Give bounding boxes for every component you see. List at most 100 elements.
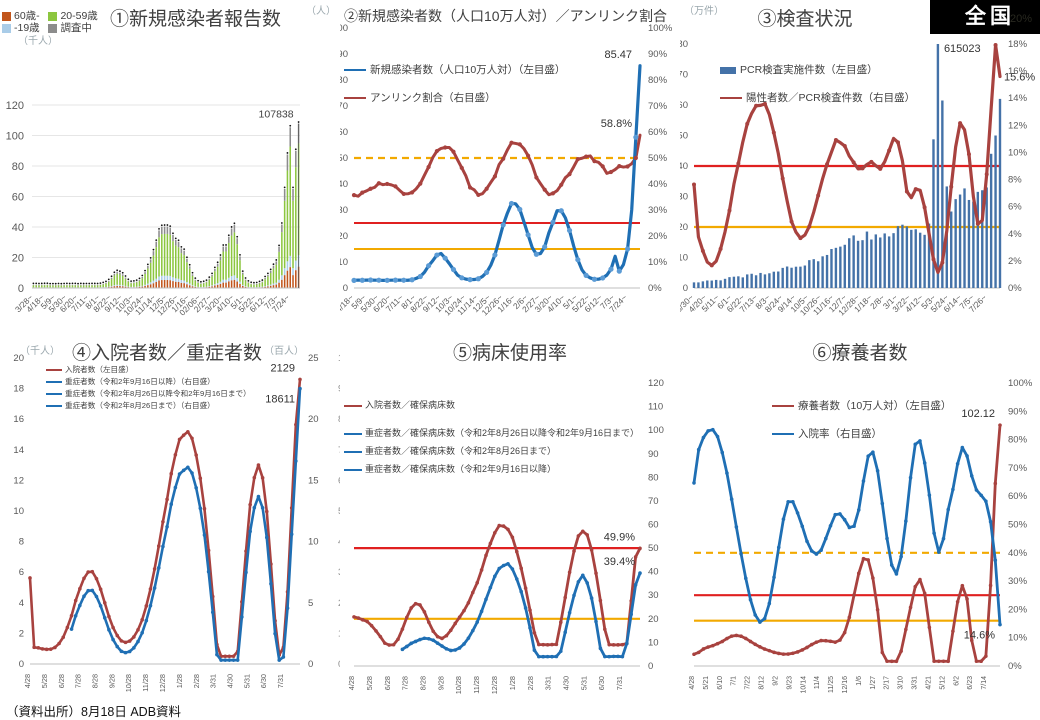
svg-text:2%: 2% [1008, 256, 1022, 267]
svg-text:18611: 18611 [265, 394, 295, 406]
svg-text:50: 50 [648, 543, 659, 554]
svg-text:0: 0 [648, 661, 653, 672]
svg-text:8/28: 8/28 [91, 674, 100, 688]
svg-text:60%: 60% [648, 127, 668, 138]
svg-text:20%: 20% [1008, 604, 1028, 615]
svg-text:615023: 615023 [944, 43, 981, 55]
svg-text:10/28: 10/28 [124, 674, 133, 692]
svg-text:2/28: 2/28 [192, 674, 201, 688]
svg-text:10%: 10% [1008, 633, 1028, 644]
svg-text:50%: 50% [1008, 520, 1028, 531]
svg-text:12%: 12% [1008, 120, 1028, 131]
svg-text:30%: 30% [648, 205, 668, 216]
svg-text:6/30: 6/30 [259, 674, 268, 688]
svg-text:60: 60 [680, 100, 688, 111]
svg-text:4/28: 4/28 [23, 674, 32, 688]
svg-text:18: 18 [13, 384, 24, 395]
svg-text:100%: 100% [1008, 378, 1033, 389]
svg-text:9/28: 9/28 [107, 674, 116, 688]
svg-text:10%: 10% [648, 257, 668, 268]
svg-text:90: 90 [648, 449, 659, 460]
svg-text:9/2: 9/2 [773, 676, 780, 686]
svg-text:30: 30 [648, 590, 659, 601]
svg-text:11/28: 11/28 [472, 676, 481, 694]
svg-text:3/31: 3/31 [544, 676, 553, 690]
svg-text:0: 0 [19, 659, 24, 670]
svg-text:8%: 8% [1008, 175, 1022, 186]
svg-text:0: 0 [18, 283, 24, 295]
svg-text:9/23: 9/23 [786, 676, 793, 690]
svg-text:8: 8 [19, 537, 24, 548]
svg-text:6/2: 6/2 [953, 676, 960, 686]
svg-text:4%: 4% [1008, 229, 1022, 240]
svg-text:8/12: 8/12 [759, 676, 766, 690]
svg-text:16%: 16% [1008, 66, 1028, 77]
svg-text:4/30: 4/30 [562, 676, 571, 690]
svg-text:80: 80 [680, 39, 688, 50]
svg-text:2129: 2129 [271, 362, 295, 374]
svg-text:7/1: 7/1 [731, 676, 738, 686]
svg-text:6%: 6% [1008, 202, 1022, 213]
svg-text:14: 14 [13, 445, 24, 456]
svg-text:102.12: 102.12 [961, 408, 995, 420]
svg-text:5/21: 5/21 [703, 676, 710, 690]
svg-text:7/28: 7/28 [401, 676, 410, 690]
svg-text:40: 40 [340, 179, 348, 190]
svg-text:49.9%: 49.9% [604, 531, 635, 543]
svg-text:0: 0 [308, 659, 313, 670]
svg-text:8/28: 8/28 [419, 676, 428, 690]
svg-text:100: 100 [648, 425, 664, 436]
svg-text:5/28: 5/28 [365, 676, 374, 690]
svg-text:80: 80 [12, 161, 24, 173]
svg-text:40%: 40% [1008, 548, 1028, 559]
svg-text:58.8%: 58.8% [601, 118, 632, 130]
svg-text:1/27: 1/27 [870, 676, 877, 690]
svg-text:14%: 14% [1008, 93, 1028, 104]
svg-text:7/31: 7/31 [615, 676, 624, 690]
svg-text:12: 12 [13, 475, 24, 486]
svg-text:20: 20 [680, 222, 688, 233]
svg-text:6/10: 6/10 [717, 676, 724, 690]
svg-text:6: 6 [19, 567, 24, 578]
svg-text:20: 20 [308, 414, 319, 425]
svg-text:40: 40 [680, 161, 688, 172]
svg-text:10: 10 [648, 637, 659, 648]
svg-text:12/28: 12/28 [158, 674, 167, 692]
svg-text:11/25: 11/25 [828, 676, 835, 693]
svg-text:60: 60 [648, 520, 659, 531]
svg-text:20: 20 [648, 614, 659, 625]
svg-text:40: 40 [648, 567, 659, 578]
svg-text:1/28: 1/28 [508, 676, 517, 690]
svg-text:20%: 20% [648, 231, 668, 242]
svg-text:107838: 107838 [259, 109, 294, 121]
svg-text:7/22: 7/22 [745, 676, 752, 690]
svg-text:2/17: 2/17 [884, 676, 891, 690]
svg-text:5/12: 5/12 [939, 676, 946, 690]
svg-text:100: 100 [6, 131, 24, 143]
svg-text:10%: 10% [1008, 147, 1028, 158]
svg-text:7/31: 7/31 [276, 674, 285, 688]
svg-text:70: 70 [648, 496, 659, 507]
svg-text:25: 25 [308, 353, 319, 364]
svg-text:5/28: 5/28 [40, 674, 49, 688]
svg-text:80%: 80% [648, 75, 668, 86]
svg-text:60: 60 [340, 127, 348, 138]
svg-text:6/28: 6/28 [383, 676, 392, 690]
svg-text:90%: 90% [648, 49, 668, 60]
svg-text:12/28: 12/28 [490, 676, 499, 694]
svg-text:50%: 50% [648, 153, 668, 164]
svg-text:6/28: 6/28 [57, 674, 66, 688]
svg-text:30: 30 [680, 192, 688, 203]
svg-text:4: 4 [19, 598, 24, 609]
svg-text:0%: 0% [1008, 283, 1022, 294]
svg-text:60: 60 [12, 192, 24, 204]
svg-text:2: 2 [19, 628, 24, 639]
svg-text:90: 90 [340, 49, 348, 60]
svg-text:20: 20 [340, 231, 348, 242]
svg-text:5/31: 5/31 [579, 676, 588, 690]
svg-text:5/31: 5/31 [242, 674, 251, 688]
svg-text:18%: 18% [1008, 39, 1028, 50]
svg-text:50: 50 [340, 153, 348, 164]
svg-text:20: 20 [12, 253, 24, 265]
svg-text:70%: 70% [1008, 463, 1028, 474]
